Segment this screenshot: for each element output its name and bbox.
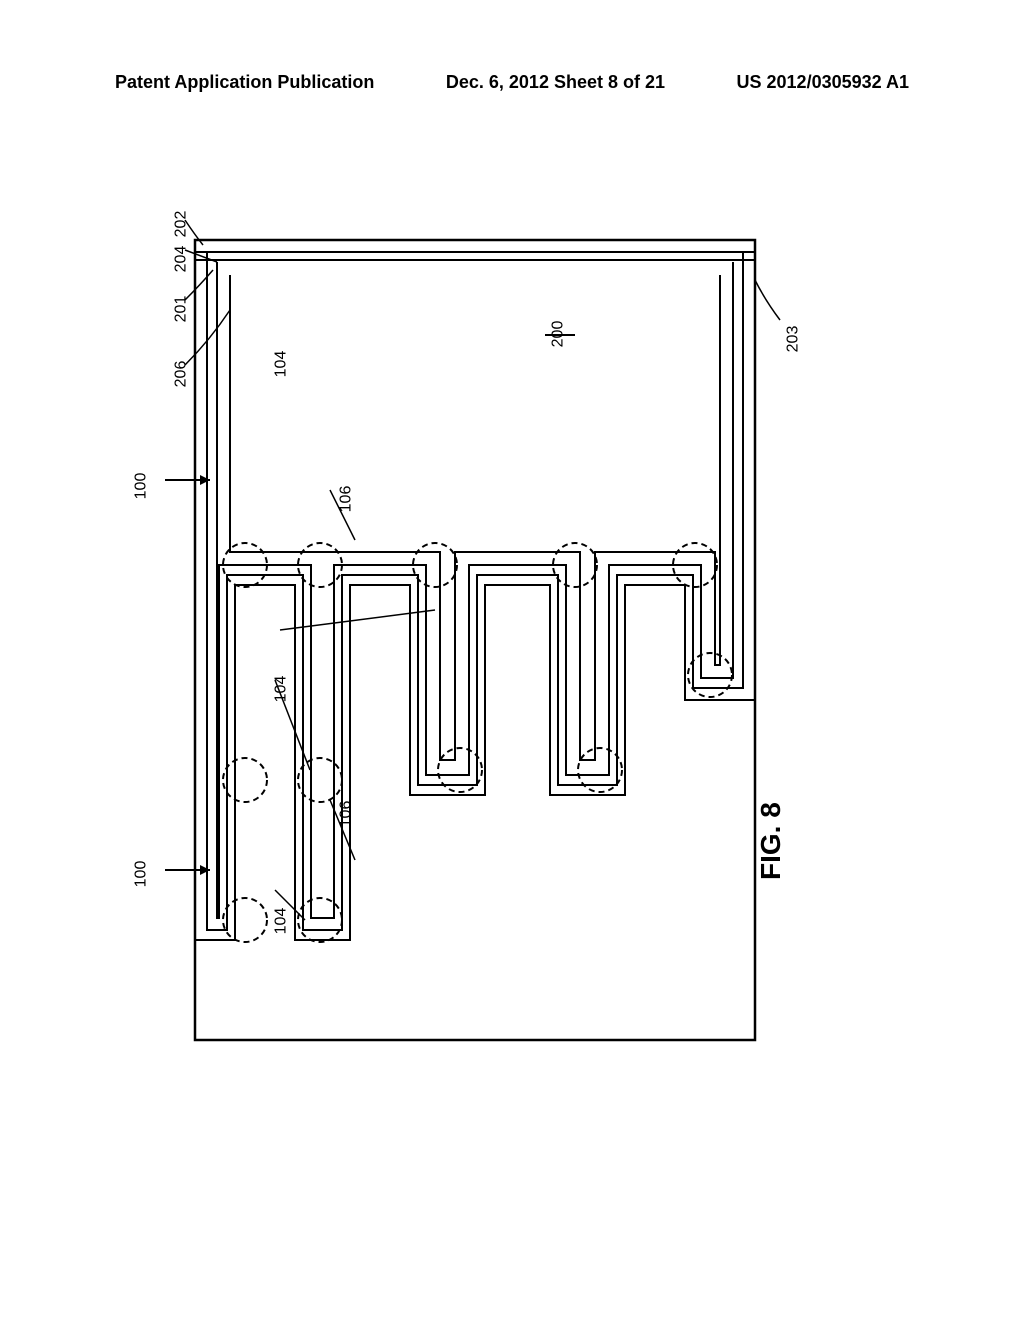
ref-label-200: 200 bbox=[549, 321, 567, 348]
patent-figure bbox=[155, 190, 795, 1090]
ref-label-206: 206 bbox=[172, 361, 190, 388]
arrowhead bbox=[200, 475, 210, 485]
header-center: Dec. 6, 2012 Sheet 8 of 21 bbox=[446, 72, 665, 93]
ref-label-106: 106 bbox=[337, 801, 355, 828]
void-circle bbox=[223, 898, 267, 942]
ref-label-204: 204 bbox=[172, 246, 190, 273]
void-circle bbox=[688, 653, 732, 697]
figure-container bbox=[155, 190, 795, 1090]
void-circle bbox=[298, 758, 342, 802]
header-left: Patent Application Publication bbox=[115, 72, 374, 93]
layer-202 bbox=[195, 240, 755, 252]
ref-label-104: 104 bbox=[272, 908, 290, 935]
ref-label-104: 104 bbox=[272, 676, 290, 703]
ref-label-202: 202 bbox=[172, 211, 190, 238]
ref-label-100: 100 bbox=[132, 473, 150, 500]
ref-label-104: 104 bbox=[272, 351, 290, 378]
header-right: US 2012/0305932 A1 bbox=[737, 72, 909, 93]
void-circle bbox=[223, 758, 267, 802]
ref-label-201: 201 bbox=[172, 296, 190, 323]
ref-label-106: 106 bbox=[337, 486, 355, 513]
ref-label-203: 203 bbox=[784, 326, 802, 353]
ref-label-100: 100 bbox=[132, 861, 150, 888]
arrowhead bbox=[200, 865, 210, 875]
leader-line bbox=[755, 280, 780, 320]
figure-label: FIG. 8 bbox=[755, 802, 787, 880]
page-header: Patent Application Publication Dec. 6, 2… bbox=[0, 72, 1024, 93]
